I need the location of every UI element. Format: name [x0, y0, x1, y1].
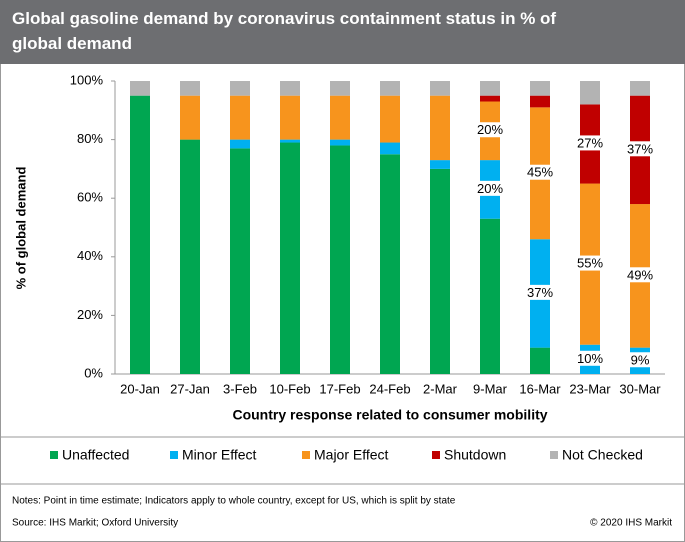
bar-segment: [280, 95, 300, 140]
bar-segment: [180, 139, 200, 374]
y-tick-label: 20%: [77, 307, 103, 322]
data-label-bg: [475, 122, 505, 138]
x-axis-title: Country response related to consumer mob…: [232, 407, 547, 423]
data-label: 55%: [577, 256, 603, 271]
bar-segment: [530, 95, 550, 108]
x-tick-label: 16-Mar: [519, 381, 561, 396]
data-label-bg: [575, 350, 605, 366]
bar-segment: [130, 81, 150, 96]
bar-segment: [380, 154, 400, 374]
legend-label: Minor Effect: [182, 447, 257, 463]
data-label-bg: [625, 267, 655, 283]
bar-segment: [330, 81, 350, 96]
y-tick-label: 80%: [77, 131, 103, 146]
bar-segment: [230, 81, 250, 96]
bar-segment: [380, 95, 400, 143]
x-tick-label: 27-Jan: [170, 381, 210, 396]
data-label-bg: [625, 141, 655, 157]
data-label-bg: [629, 352, 651, 368]
copyright: © 2020 IHS Markit: [590, 518, 672, 529]
bar-segment: [580, 81, 600, 105]
notes: Notes: Point in time estimate; Indicator…: [12, 496, 456, 507]
legend-swatch: [432, 451, 440, 459]
data-label: 10%: [577, 351, 603, 366]
y-tick-label: 60%: [77, 190, 103, 205]
chart-title: Global gasoline demand by coronavirus co…: [12, 9, 556, 53]
bar-segment: [530, 81, 550, 96]
data-label-bg: [525, 164, 555, 180]
data-label: 49%: [627, 267, 653, 282]
x-tick-label: 23-Mar: [569, 381, 611, 396]
data-label-bg: [575, 135, 605, 151]
bar-segment: [480, 95, 500, 102]
bar-segment: [230, 95, 250, 140]
legend-label: Not Checked: [562, 447, 643, 463]
data-label: 37%: [627, 141, 653, 156]
x-tick-label: 30-Mar: [619, 381, 661, 396]
bar-segment: [430, 81, 450, 96]
bar-segment: [330, 145, 350, 374]
bar-segment: [480, 218, 500, 374]
data-label-bg: [525, 284, 555, 300]
legend-swatch: [50, 451, 58, 459]
bar-segment: [330, 95, 350, 140]
legend-swatch: [170, 451, 178, 459]
legend-label: Shutdown: [444, 447, 506, 463]
bar-segment: [330, 139, 350, 146]
bar-segment: [230, 139, 250, 149]
data-label-bg: [475, 180, 505, 196]
data-label-bg: [575, 255, 605, 271]
x-tick-label: 2-Mar: [423, 381, 458, 396]
x-tick-label: 10-Feb: [269, 381, 310, 396]
data-label: 9%: [631, 352, 650, 367]
bar-segment: [130, 95, 150, 375]
legend-swatch: [550, 451, 558, 459]
y-tick-label: 40%: [77, 248, 103, 263]
bar-segment: [430, 168, 450, 374]
bar-segment: [180, 81, 200, 96]
bar-segment: [280, 142, 300, 374]
legend-swatch: [302, 451, 310, 459]
bar-segment: [280, 139, 300, 143]
bar-segment: [530, 347, 550, 374]
data-label: 20%: [477, 122, 503, 137]
data-label: 20%: [477, 181, 503, 196]
data-label: 45%: [527, 165, 553, 180]
legend-label: Major Effect: [314, 447, 389, 463]
data-label: 27%: [577, 135, 603, 150]
y-tick-label: 100%: [70, 72, 104, 87]
bar-segment: [230, 148, 250, 374]
y-tick-label: 0%: [84, 365, 103, 380]
bar-segment: [430, 160, 450, 169]
bar-segment: [380, 81, 400, 96]
bar-segment: [180, 95, 200, 140]
x-tick-label: 17-Feb: [319, 381, 360, 396]
x-tick-label: 3-Feb: [223, 381, 257, 396]
x-tick-label: 9-Mar: [473, 381, 508, 396]
x-tick-label: 20-Jan: [120, 381, 160, 396]
header: [0, 0, 685, 64]
bar-segment: [430, 95, 450, 161]
bar-segment: [280, 81, 300, 96]
data-label: 37%: [527, 285, 553, 300]
source: Source: IHS Markit; Oxford University: [12, 518, 178, 529]
bar-segment: [380, 142, 400, 155]
bar-segment: [480, 81, 500, 96]
y-axis-title: % of global demand: [13, 167, 28, 290]
bar-segment: [630, 81, 650, 96]
legend-label: Unaffected: [62, 447, 129, 463]
x-tick-label: 24-Feb: [369, 381, 410, 396]
